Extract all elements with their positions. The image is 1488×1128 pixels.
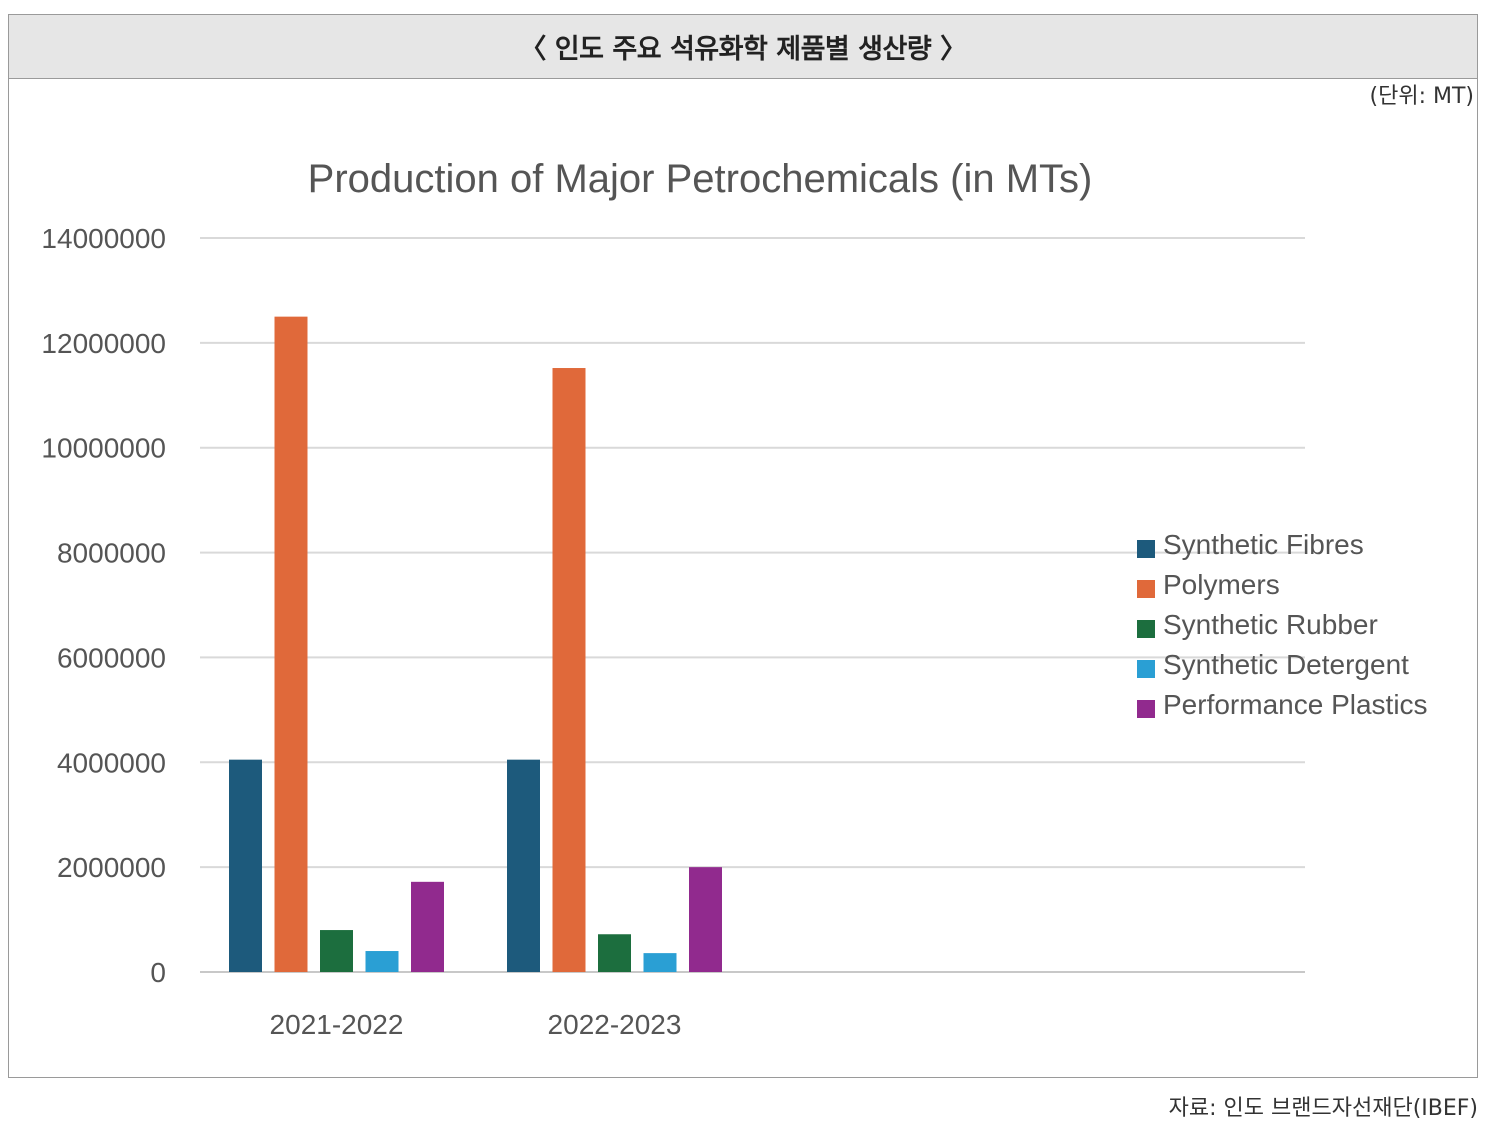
legend-swatch bbox=[1137, 660, 1155, 678]
source-label: 자료: 인도 브랜드자선재단(IBEF) bbox=[1168, 1096, 1478, 1121]
y-tick-label: 6000000 bbox=[57, 642, 166, 673]
bar-synthetic-rubber bbox=[320, 930, 353, 972]
x-tick-label: 2022-2023 bbox=[548, 1009, 682, 1040]
bar-performance-plastics bbox=[411, 881, 444, 972]
y-tick-label: 14000000 bbox=[41, 223, 166, 254]
page-title: 〈 인도 주요 석유화학 제품별 생산량 〉 bbox=[519, 34, 967, 65]
chart-title: Production of Major Petrochemicals (in M… bbox=[308, 157, 1093, 201]
legend-label: Synthetic Fibres bbox=[1163, 529, 1364, 560]
y-tick-label: 2000000 bbox=[57, 852, 166, 883]
y-tick-label: 4000000 bbox=[57, 747, 166, 778]
legend-swatch bbox=[1137, 540, 1155, 558]
bar-synthetic-detergent bbox=[365, 951, 399, 972]
gridlines bbox=[200, 237, 1305, 973]
unit-label: (단위: MT) bbox=[1369, 84, 1474, 109]
y-tick-label: 8000000 bbox=[57, 538, 166, 569]
bar-performance-plastics bbox=[689, 867, 722, 972]
bar-synthetic-fibres bbox=[229, 759, 262, 972]
legend-label: Performance Plastics bbox=[1163, 689, 1428, 720]
bar-synthetic-rubber bbox=[598, 934, 631, 972]
legend: Synthetic Fibres Polymers Synthetic Rubber… bbox=[1137, 529, 1428, 720]
y-tick-label: 10000000 bbox=[41, 433, 166, 464]
bar-polymers bbox=[274, 316, 308, 973]
x-tick-label: 2021-2022 bbox=[270, 1009, 404, 1040]
legend-label: Synthetic Detergent bbox=[1163, 649, 1409, 680]
bar-synthetic-detergent bbox=[643, 953, 677, 972]
bars bbox=[229, 316, 722, 973]
bar-synthetic-fibres bbox=[507, 759, 540, 972]
bar-polymers bbox=[552, 368, 586, 973]
legend-swatch bbox=[1137, 620, 1155, 638]
legend-swatch bbox=[1137, 580, 1155, 598]
y-tick-labels: 0 2000000 4000000 6000000 8000000 10000000 120… bbox=[41, 223, 166, 988]
x-tick-labels: 2021-2022 2022-2023 bbox=[270, 1009, 682, 1040]
y-tick-label: 12000000 bbox=[41, 328, 166, 359]
legend-label: Polymers bbox=[1163, 569, 1280, 600]
legend-swatch bbox=[1137, 700, 1155, 718]
header-bar: 〈 인도 주요 석유화학 제품별 생산량 〉 bbox=[9, 15, 1477, 79]
y-tick-label: 0 bbox=[150, 957, 166, 988]
legend-label: Synthetic Rubber bbox=[1163, 609, 1378, 640]
